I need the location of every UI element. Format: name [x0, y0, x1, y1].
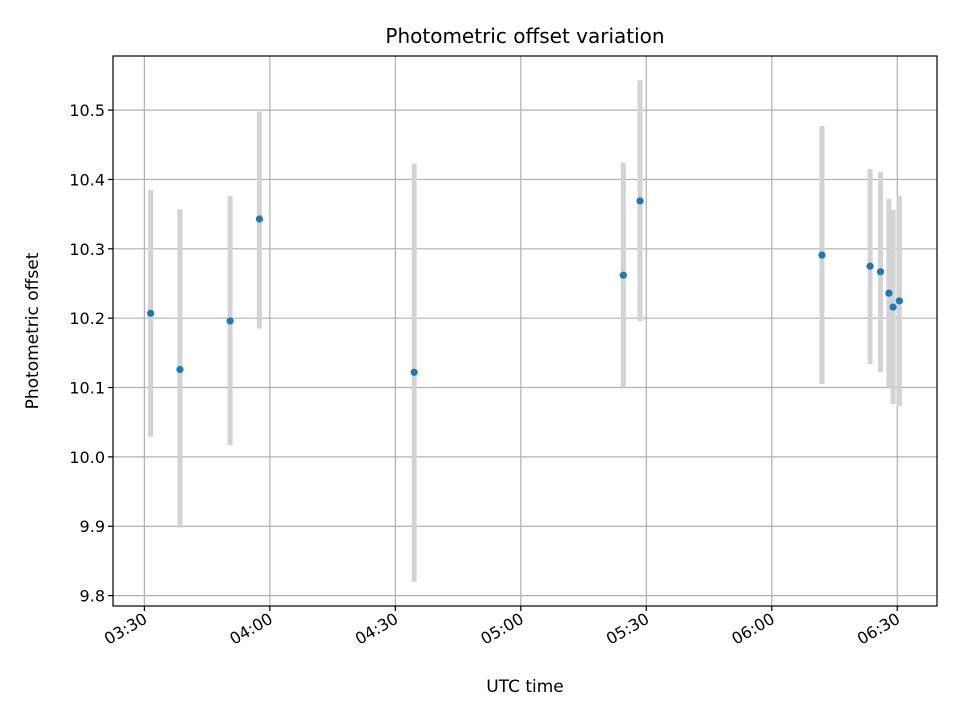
data-point: [885, 289, 893, 297]
grid: [113, 56, 937, 606]
data-point: [410, 368, 418, 376]
y-axis-title: Photometric offset: [23, 252, 43, 409]
data-point: [818, 251, 826, 259]
data-points: [147, 197, 903, 376]
data-point: [619, 271, 627, 279]
y-tick-label: 9.9: [80, 517, 105, 536]
y-tick-label: 10.3: [69, 240, 105, 259]
data-point: [876, 268, 885, 276]
data-point: [176, 365, 184, 374]
y-tick-label: 10.2: [69, 309, 105, 328]
x-axis-title: UTC time: [486, 677, 564, 697]
data-point: [636, 197, 644, 205]
y-tick-label: 9.8: [80, 587, 105, 606]
chart-title: Photometric offset variation: [385, 24, 664, 48]
data-point: [889, 303, 897, 311]
y-tick-label: 10.5: [69, 101, 105, 120]
data-point: [226, 317, 234, 325]
y-axis-ticks: 9.8 9.9 10.0 10.1 10.2 10.3 10.4 10.5: [69, 101, 113, 606]
data-point: [866, 262, 874, 270]
y-tick-label: 10.0: [69, 448, 105, 467]
data-point: [147, 309, 155, 317]
y-tick-label: 10.4: [69, 170, 105, 189]
y-tick-label: 10.1: [69, 379, 105, 398]
data-point: [895, 297, 903, 305]
data-point: [255, 215, 263, 223]
plot-frame: [112, 55, 938, 607]
